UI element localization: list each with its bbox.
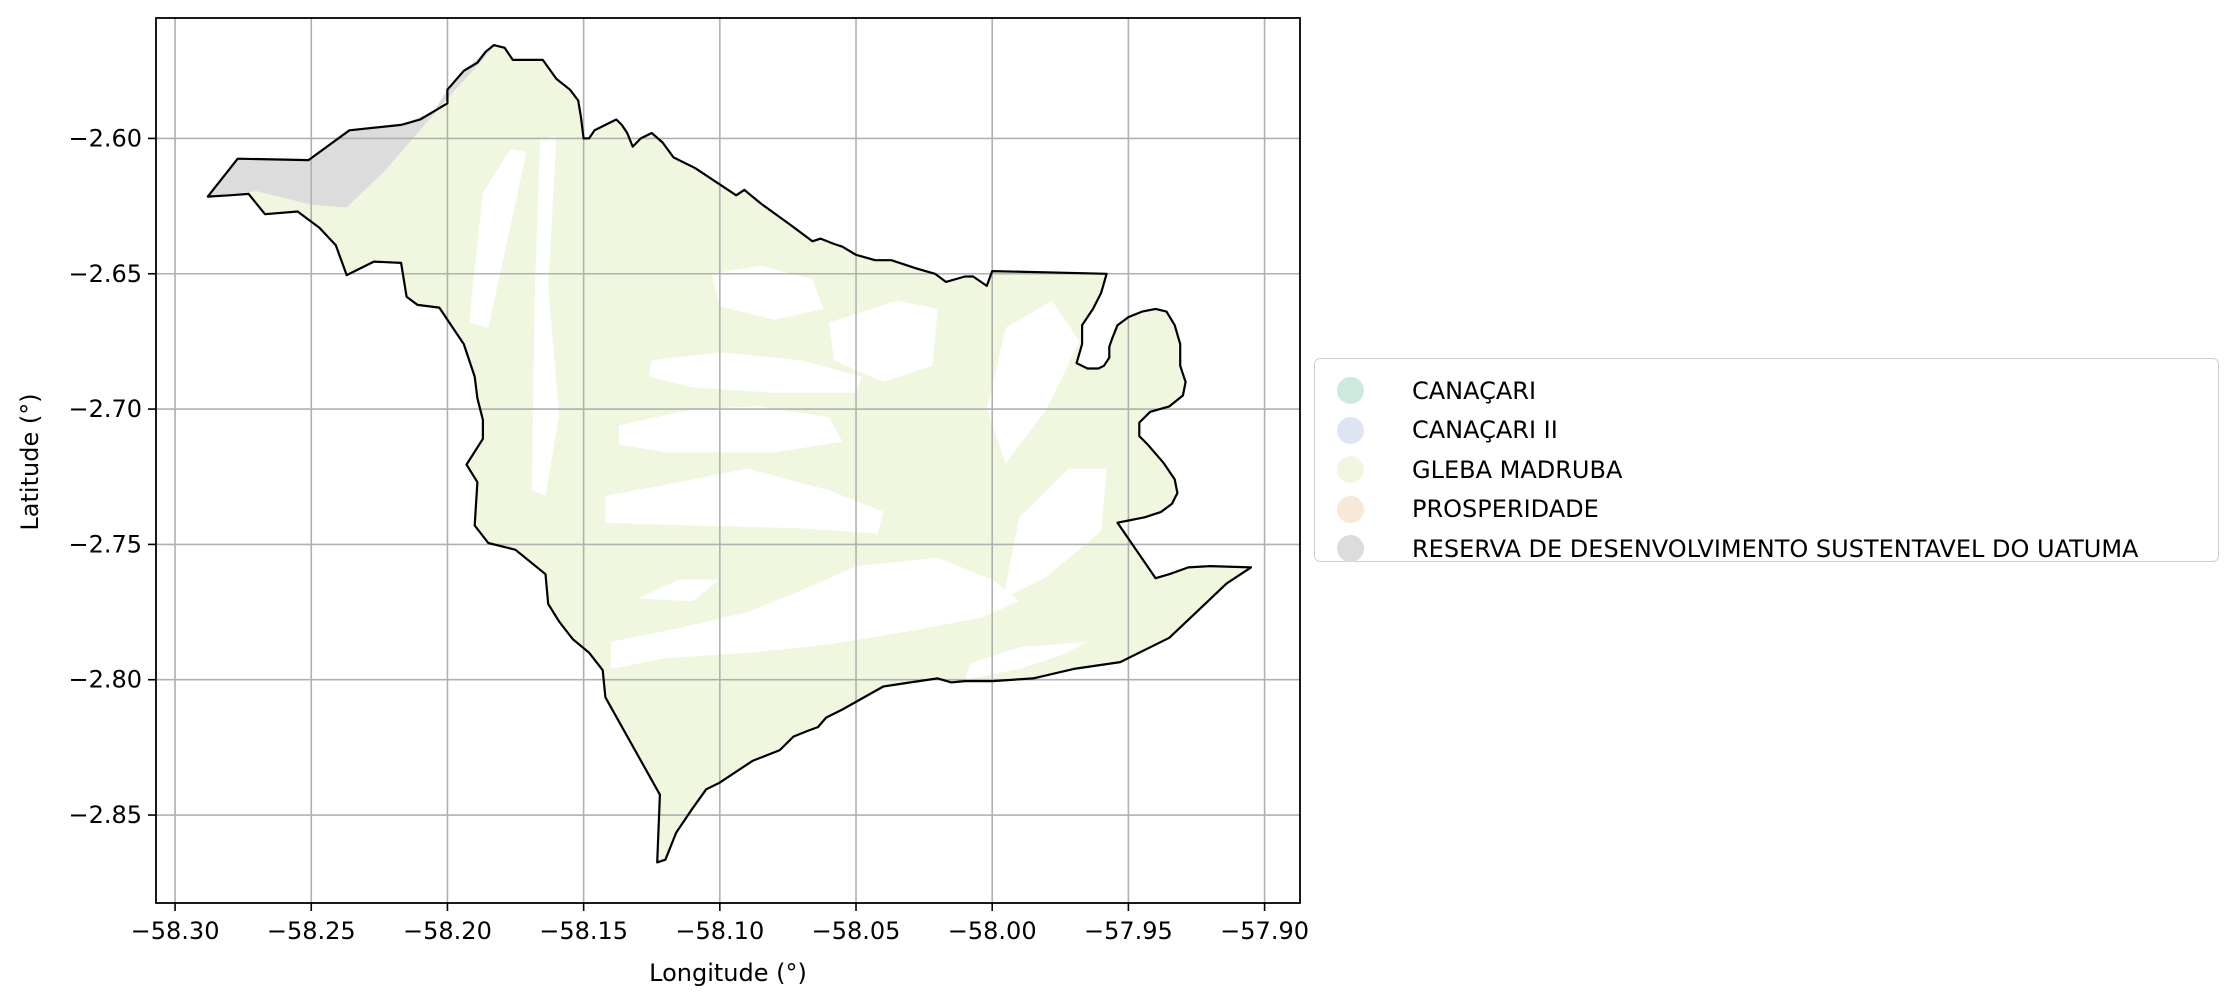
x-axis-ticks: −58.30 −58.25 −58.20 −58.15 −58.10 −58.05 −58.… <box>131 903 1309 945</box>
x-tick-label: −58.10 <box>675 917 764 945</box>
y-tick-label: −2.80 <box>68 666 142 694</box>
legend-marker-reserva-uatuma <box>1337 535 1364 562</box>
legend-item-canacari: CANAÇARI <box>1337 371 2218 411</box>
legend-marker-gleba-madruba <box>1337 456 1364 483</box>
legend-label: PROSPERIDADE <box>1412 495 1599 523</box>
x-tick-label: −58.25 <box>267 917 356 945</box>
x-tick-label: −58.00 <box>948 917 1037 945</box>
legend-label: RESERVA DE DESENVOLVIMENTO SUSTENTAVEL D… <box>1412 535 2138 563</box>
x-tick-label: −57.90 <box>1220 917 1309 945</box>
legend-label: GLEBA MADRUBA <box>1412 456 1622 484</box>
legend-item-reserva-uatuma: RESERVA DE DESENVOLVIMENTO SUSTENTAVEL D… <box>1337 529 2218 569</box>
legend-marker-canacari-ii <box>1337 417 1364 444</box>
y-tick-label: −2.75 <box>68 530 142 558</box>
legend: CANAÇARI CANAÇARI II GLEBA MADRUBA PROSP… <box>1314 358 2219 562</box>
x-tick-label: −58.15 <box>539 917 628 945</box>
x-tick-label: −58.30 <box>131 917 220 945</box>
legend-label: CANAÇARI <box>1412 377 1536 405</box>
x-axis-label: Longitude (°) <box>649 959 807 987</box>
y-tick-label: −2.70 <box>68 395 142 423</box>
legend-item-gleba-madruba: GLEBA MADRUBA <box>1337 450 2218 490</box>
y-axis-label: Latitude (°) <box>16 393 44 530</box>
y-axis-ticks: −2.60 −2.65 −2.70 −2.75 −2.80 −2.85 <box>68 124 156 829</box>
y-tick-label: −2.85 <box>68 801 142 829</box>
legend-item-canacari-ii: CANAÇARI II <box>1337 411 2218 451</box>
y-tick-label: −2.65 <box>68 260 142 288</box>
legend-item-prosperidade: PROSPERIDADE <box>1337 490 2218 530</box>
x-tick-label: −58.05 <box>812 917 901 945</box>
y-tick-label: −2.60 <box>68 124 142 152</box>
legend-marker-prosperidade <box>1337 496 1364 523</box>
x-tick-label: −58.20 <box>403 917 492 945</box>
x-tick-label: −57.95 <box>1084 917 1173 945</box>
legend-label: CANAÇARI II <box>1412 416 1558 444</box>
legend-marker-canacari <box>1337 377 1364 404</box>
